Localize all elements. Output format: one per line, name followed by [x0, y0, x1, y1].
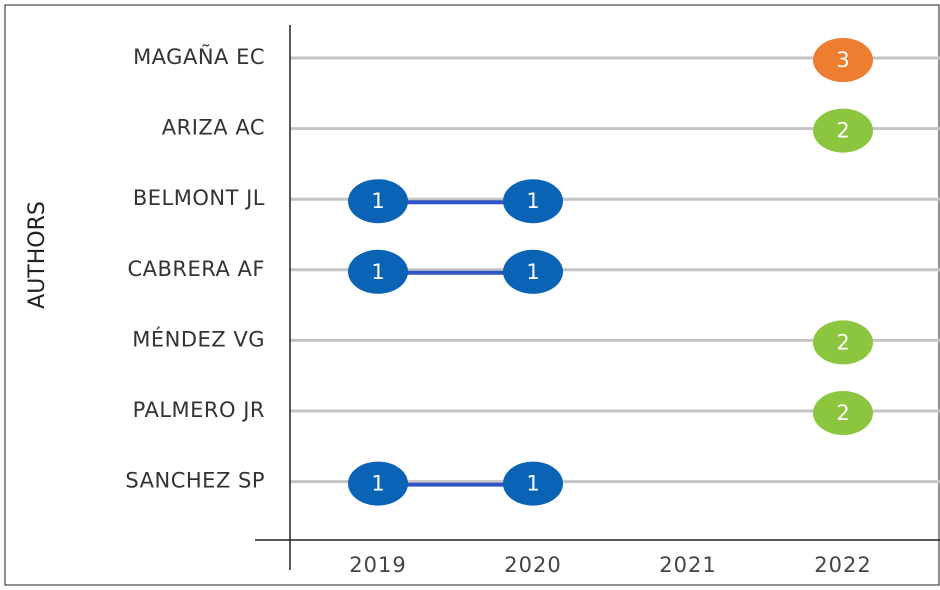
bubble-label: 1 [371, 472, 384, 496]
frame [4, 4, 940, 586]
x-tick-label: 2022 [814, 553, 871, 577]
bubble [348, 461, 408, 506]
bubble [813, 38, 873, 82]
bubble [813, 108, 873, 153]
bubble-label: 2 [836, 401, 849, 425]
y-tick-label: BELMONT JL [133, 186, 265, 210]
bubble-label: 2 [836, 330, 849, 354]
bubble-label: 1 [526, 189, 539, 213]
bubble [503, 461, 563, 506]
bubble-label: 1 [526, 472, 539, 496]
bubble [503, 179, 563, 224]
y-tick-label: PALMERO JR [133, 398, 265, 422]
x-tick-label: 2019 [349, 553, 406, 577]
bubble [813, 391, 873, 435]
y-tick-label: SANCHEZ SP [125, 469, 265, 493]
bubble-label: 3 [836, 48, 849, 72]
y-tick-label: MAGAÑA EC [133, 43, 265, 69]
y-tick-label: CABRERA AF [127, 257, 265, 281]
bubble-label: 1 [371, 260, 384, 284]
bubble [348, 179, 408, 224]
x-tick-label: 2021 [659, 553, 716, 577]
bubble [348, 249, 408, 294]
y-axis-label: AUTHORS [25, 201, 50, 309]
y-tick-label: ARIZA AC [162, 116, 265, 140]
bubble-label: 1 [526, 260, 539, 284]
bubble-label: 2 [836, 119, 849, 143]
x-tick-label: 2020 [504, 553, 561, 577]
y-tick-label: MÉNDEZ VG [132, 326, 265, 351]
bubble [813, 320, 873, 365]
bubble [503, 249, 563, 294]
bubble-label: 1 [371, 189, 384, 213]
